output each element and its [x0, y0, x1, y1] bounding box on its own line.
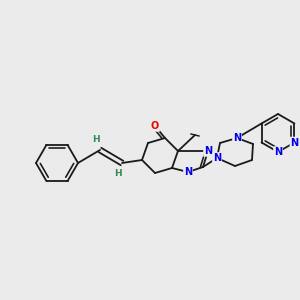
- Text: N: N: [204, 146, 212, 156]
- Text: H: H: [92, 136, 100, 145]
- Text: N: N: [213, 153, 221, 163]
- Text: N: N: [274, 147, 282, 157]
- Text: N: N: [233, 133, 241, 143]
- Text: N: N: [184, 167, 192, 177]
- Text: N: N: [290, 137, 298, 148]
- Text: H: H: [114, 169, 122, 178]
- Text: O: O: [151, 121, 159, 131]
